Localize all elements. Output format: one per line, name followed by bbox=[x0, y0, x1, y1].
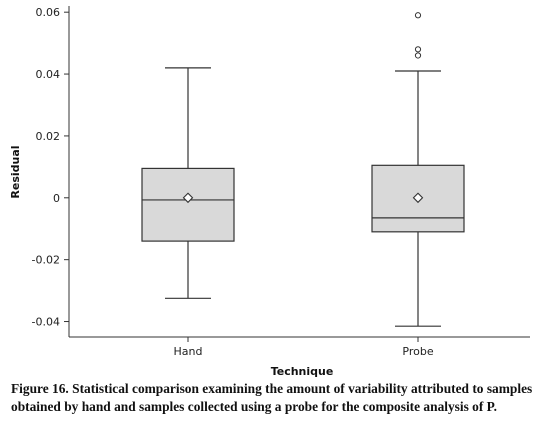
mean-marker bbox=[182, 192, 194, 204]
y-axis: -0.04 -0.02 0 0.02 0.04 0.06 bbox=[32, 6, 70, 337]
x-tick-label: Hand bbox=[174, 345, 203, 358]
outlier-point bbox=[414, 46, 422, 53]
y-tick-label: 0.04 bbox=[36, 68, 61, 81]
outlier-point bbox=[414, 12, 422, 19]
y-tick-label: -0.04 bbox=[32, 316, 60, 329]
iqr-box bbox=[141, 167, 235, 242]
x-tick-label: Probe bbox=[402, 345, 433, 358]
y-tick-label: 0 bbox=[53, 192, 60, 205]
box-hand bbox=[141, 67, 235, 299]
y-tick-label: 0.02 bbox=[36, 130, 61, 143]
figure-caption: Figure 16. Statistical comparison examin… bbox=[11, 381, 533, 414]
y-tick-label: 0.06 bbox=[36, 6, 61, 19]
box-probe bbox=[371, 12, 465, 327]
mean-marker bbox=[412, 192, 424, 204]
outlier-point bbox=[414, 52, 422, 59]
x-axis-title: Technique bbox=[271, 365, 334, 378]
box-plot: -0.04 -0.02 0 0.02 0.04 0.06 Hand Probe Residu… bbox=[9, 6, 530, 378]
y-tick-label: -0.02 bbox=[32, 254, 60, 267]
x-axis: Hand Probe bbox=[69, 336, 530, 358]
y-axis-title: Residual bbox=[9, 145, 22, 198]
box-series bbox=[141, 12, 465, 327]
